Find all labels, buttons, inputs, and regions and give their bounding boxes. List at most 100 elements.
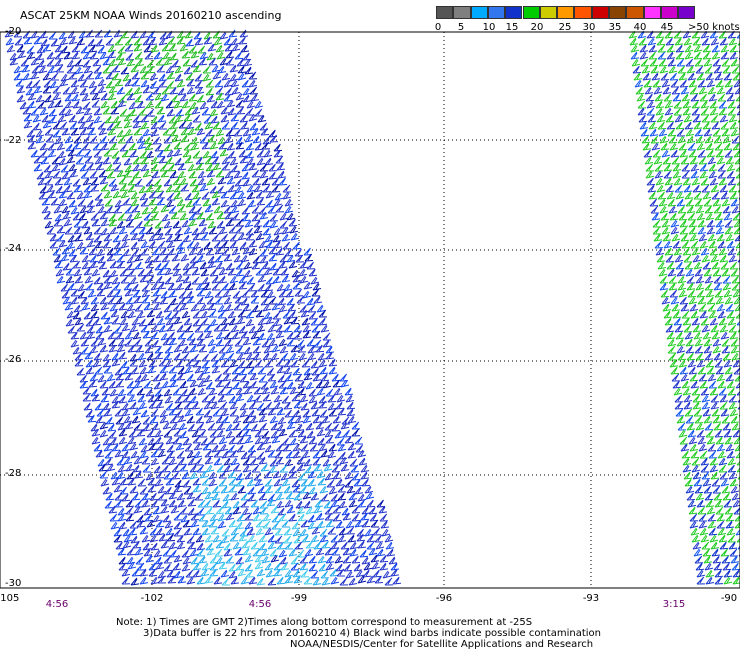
wind-barb [264, 527, 274, 536]
wind-barb [268, 338, 278, 347]
wind-barb [735, 381, 740, 389]
wind-barb [679, 226, 689, 235]
wind-barb [279, 556, 289, 565]
wind-barb [732, 569, 740, 578]
wind-barb [293, 324, 303, 333]
wind-barb [704, 422, 714, 431]
wind-barb [215, 169, 225, 178]
wind-barb [180, 388, 190, 397]
wind-barb [201, 191, 211, 200]
wind-barb [201, 366, 211, 375]
wind-barb [199, 101, 209, 110]
wind-barb [679, 366, 689, 375]
wind-barb [163, 135, 173, 144]
wind-barb [332, 505, 342, 514]
wind-barb [687, 72, 697, 81]
wind-barb [236, 106, 246, 115]
wind-barb [106, 289, 116, 298]
wind-barb [113, 325, 123, 334]
wind-barb [723, 212, 733, 221]
wind-barb [61, 290, 71, 299]
wind-barb [728, 401, 738, 410]
wind-barb [158, 324, 168, 333]
wind-barb [113, 484, 123, 493]
wind-barb [93, 115, 103, 124]
wind-barb [673, 107, 683, 116]
wind-barb [162, 127, 172, 136]
wind-barb [731, 205, 740, 214]
wind-barb [737, 545, 740, 550]
wind-barb [33, 163, 43, 172]
wind-barb [672, 380, 682, 389]
wind-barb [213, 205, 223, 214]
wind-barb [366, 499, 376, 508]
wind-barb [651, 72, 661, 81]
wind-barb [243, 346, 253, 355]
wind-barb [724, 219, 734, 228]
wind-barb [281, 519, 291, 528]
wind-barb [307, 352, 317, 361]
wind-barb [211, 275, 221, 284]
wind-barb [262, 513, 272, 522]
wind-barb [115, 372, 125, 381]
wind-barb [711, 408, 721, 417]
wind-barb [292, 281, 302, 290]
wind-barb [211, 485, 221, 494]
wind-barb [290, 359, 300, 368]
wind-barb [224, 87, 234, 96]
wind-barb [719, 324, 729, 333]
wind-barb [139, 568, 149, 577]
wind-barb [658, 58, 668, 67]
wind-barb [119, 183, 129, 192]
wind-barb [257, 317, 267, 326]
wind-barb [273, 478, 283, 487]
wind-barb [99, 211, 109, 220]
wind-barb [192, 484, 202, 493]
wind-barb [130, 241, 140, 250]
wind-barb [289, 437, 299, 446]
wind-barb [220, 190, 230, 199]
wind-barb [271, 302, 281, 311]
wind-barb [736, 33, 740, 39]
wind-barb [708, 450, 718, 459]
wind-barb [263, 345, 273, 354]
wind-barb [214, 289, 224, 298]
wind-barb [703, 415, 713, 424]
wind-barb [717, 527, 727, 536]
wind-barb [173, 528, 183, 537]
wind-barb [186, 373, 196, 382]
wind-barb [723, 429, 733, 438]
wind-barb [204, 290, 214, 299]
wind-barb [204, 456, 214, 465]
wind-barb [724, 226, 734, 235]
wind-barb [204, 575, 214, 584]
wind-barb [720, 478, 730, 487]
wind-barb [49, 233, 59, 242]
wind-barb [320, 449, 330, 458]
wind-barb [236, 58, 246, 67]
wind-barb [137, 394, 147, 403]
wind-barb [735, 166, 740, 172]
wind-barb [239, 114, 249, 123]
wind-barb [41, 205, 51, 214]
wind-barb [111, 316, 121, 325]
wind-barb [23, 120, 33, 129]
wind-barb [189, 344, 199, 353]
scale-label: 35 [608, 22, 622, 33]
wind-barb [196, 338, 206, 347]
wind-barb [178, 422, 188, 431]
wind-barb [200, 268, 210, 277]
wind-barb [288, 218, 298, 227]
wind-barb [230, 199, 240, 208]
wind-barb [75, 148, 85, 157]
wind-barb [32, 79, 42, 88]
wind-barb [75, 156, 85, 165]
wind-barb [674, 114, 684, 123]
wind-barb [238, 533, 248, 542]
wind-barb [643, 79, 653, 88]
wind-barb [302, 330, 312, 339]
wind-barb [252, 255, 262, 264]
wind-barb [102, 486, 112, 495]
wind-barb [205, 506, 215, 515]
wind-barb [173, 512, 183, 521]
